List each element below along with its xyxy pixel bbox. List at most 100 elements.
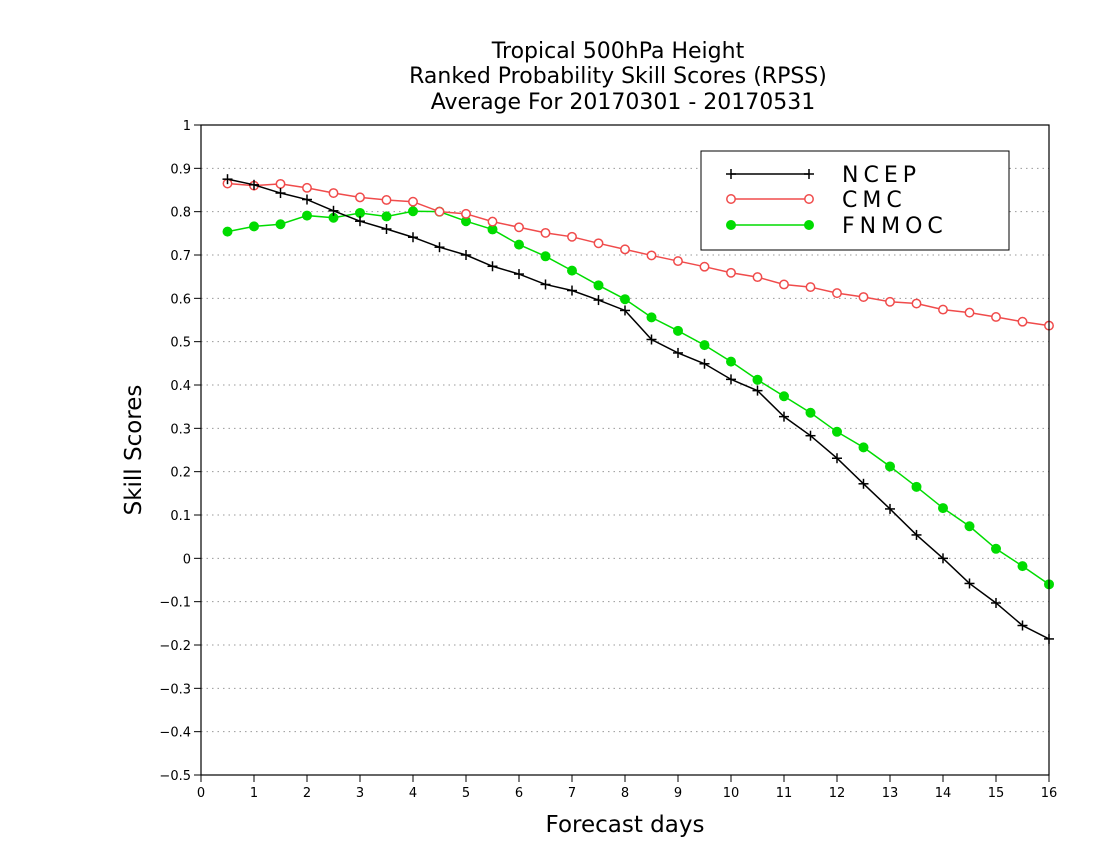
data-point-ncep <box>991 597 1001 608</box>
y-tick-label: 0.8 <box>170 206 191 221</box>
data-point-cmc <box>487 216 498 227</box>
series-cmc <box>222 178 1054 331</box>
legend-label-ncep: NCEP <box>842 163 921 188</box>
data-point-fnmoc <box>593 280 604 291</box>
data-point-cmc <box>461 208 471 219</box>
data-point-fnmoc <box>408 206 418 217</box>
data-point-fnmoc <box>964 521 975 532</box>
x-tick-label: 6 <box>515 786 523 801</box>
data-point-cmc <box>381 195 392 205</box>
y-tick-label: −0.1 <box>159 596 191 611</box>
data-point-ncep <box>858 478 869 489</box>
data-point-ncep <box>487 261 498 272</box>
data-point-ncep <box>593 295 604 306</box>
data-point-cmc <box>858 292 869 302</box>
data-point-ncep <box>752 385 763 396</box>
data-point-cmc <box>540 227 551 238</box>
x-tick-label: 13 <box>882 786 899 801</box>
x-tick-label: 8 <box>621 786 629 801</box>
data-point-ncep <box>355 216 365 227</box>
data-point-fnmoc <box>699 340 710 351</box>
x-tick-label: 14 <box>935 786 952 801</box>
legend-marker <box>804 194 814 204</box>
y-tick-label: 0.6 <box>170 292 191 307</box>
data-point-ncep <box>461 250 471 260</box>
data-point-fnmoc <box>275 219 286 230</box>
y-tick-label: 0.2 <box>170 466 191 481</box>
x-tick-label: 15 <box>988 786 1005 801</box>
data-point-cmc <box>726 267 736 278</box>
data-point-ncep <box>567 285 577 296</box>
data-point-fnmoc <box>726 356 736 367</box>
legend-box <box>700 150 1010 251</box>
data-point-cmc <box>699 261 710 272</box>
data-point-cmc <box>620 244 630 255</box>
data-point-ncep <box>911 529 922 540</box>
data-point-fnmoc <box>673 325 683 336</box>
data-point-cmc <box>567 231 577 242</box>
x-tick-label: 11 <box>776 786 793 801</box>
data-point-cmc <box>328 188 339 198</box>
y-tick-label: 0.9 <box>170 162 191 177</box>
title-line-1: Tropical 500hPa Height <box>491 39 745 64</box>
data-point-ncep <box>514 269 524 280</box>
data-point-fnmoc <box>858 442 869 453</box>
data-point-ncep <box>275 188 286 199</box>
data-point-ncep <box>381 224 392 234</box>
data-point-ncep <box>699 358 710 369</box>
x-tick-label: 2 <box>303 786 311 801</box>
data-point-fnmoc <box>222 226 233 237</box>
data-point-ncep <box>779 411 789 422</box>
data-point-fnmoc <box>1017 561 1028 572</box>
title-line-2: Ranked Probability Skill Scores (RPSS) <box>409 64 827 89</box>
data-point-fnmoc <box>779 391 789 402</box>
data-point-fnmoc <box>991 543 1001 554</box>
data-point-ncep <box>1017 620 1028 631</box>
y-tick-label: 0.4 <box>170 379 191 394</box>
x-tick-label: 16 <box>1041 786 1058 801</box>
data-point-ncep <box>408 232 418 243</box>
series-fnmoc <box>222 206 1054 590</box>
data-point-fnmoc <box>381 211 392 222</box>
x-tick-label: 10 <box>723 786 740 801</box>
data-point-ncep <box>964 578 975 589</box>
y-tick-label: 0.1 <box>170 509 191 524</box>
data-point-fnmoc <box>885 461 895 472</box>
x-tick-label: 5 <box>462 786 470 801</box>
data-point-fnmoc <box>646 312 657 323</box>
data-point-fnmoc <box>514 239 524 250</box>
data-point-cmc <box>355 192 365 203</box>
data-point-ncep <box>434 242 445 253</box>
x-tick-label: 9 <box>674 786 682 801</box>
data-point-fnmoc <box>567 265 577 276</box>
legend-marker <box>726 169 736 179</box>
y-tick-label: −0.5 <box>159 769 191 784</box>
data-point-fnmoc <box>302 210 312 221</box>
data-point-cmc <box>938 304 948 315</box>
data-point-cmc <box>805 282 816 293</box>
data-point-cmc <box>832 288 842 299</box>
data-point-cmc <box>779 279 789 290</box>
x-tick-label: 4 <box>409 786 417 801</box>
legend-entry-fnmoc: FNMOC <box>726 214 943 239</box>
y-tick-label: 0 <box>183 552 191 567</box>
data-point-ncep <box>302 194 312 205</box>
data-point-cmc <box>514 222 524 233</box>
x-tick-label: 1 <box>250 786 258 801</box>
data-point-fnmoc <box>938 503 948 514</box>
data-point-cmc <box>885 296 895 307</box>
data-point-ncep <box>249 179 259 190</box>
y-tick-label: 1 <box>183 119 191 134</box>
data-point-cmc <box>991 312 1001 322</box>
y-tick-label: −0.2 <box>159 639 191 654</box>
data-point-cmc <box>646 250 657 261</box>
data-point-fnmoc <box>805 407 816 418</box>
x-tick-label: 3 <box>356 786 364 801</box>
x-axis-label: Forecast days <box>546 812 705 838</box>
data-point-fnmoc <box>540 251 551 262</box>
legend-entry-cmc: CMC <box>726 188 902 213</box>
legend-entry-ncep: NCEP <box>726 163 921 188</box>
data-point-fnmoc <box>832 426 842 437</box>
